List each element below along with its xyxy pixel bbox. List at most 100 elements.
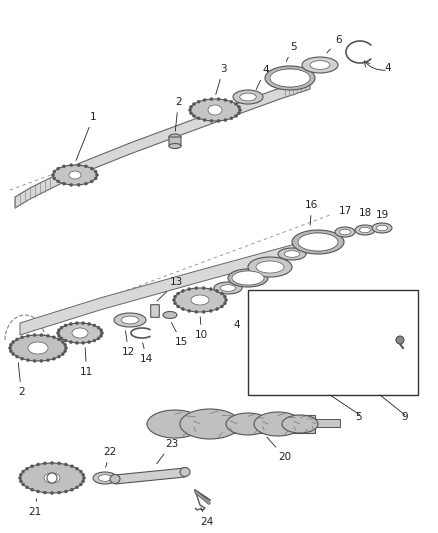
Circle shape — [385, 327, 388, 329]
Ellipse shape — [44, 473, 60, 483]
Circle shape — [190, 111, 193, 115]
Circle shape — [69, 341, 72, 344]
Circle shape — [21, 470, 25, 473]
Circle shape — [346, 329, 349, 333]
Circle shape — [82, 480, 85, 483]
Text: 4: 4 — [256, 65, 268, 90]
Text: 13: 13 — [157, 277, 183, 301]
Circle shape — [220, 305, 223, 308]
Text: 6: 6 — [327, 35, 342, 53]
Circle shape — [195, 287, 198, 289]
Circle shape — [64, 346, 67, 350]
Ellipse shape — [298, 233, 338, 251]
Circle shape — [15, 355, 18, 358]
Polygon shape — [20, 232, 330, 335]
Text: 24: 24 — [200, 507, 213, 527]
Text: 18: 18 — [358, 208, 371, 218]
Circle shape — [192, 102, 195, 106]
Text: 2: 2 — [18, 363, 25, 397]
Circle shape — [181, 289, 184, 293]
Circle shape — [203, 118, 206, 122]
Circle shape — [58, 491, 60, 494]
Circle shape — [40, 334, 43, 337]
Circle shape — [47, 473, 57, 483]
Ellipse shape — [267, 327, 323, 353]
Circle shape — [225, 298, 227, 302]
Circle shape — [37, 490, 39, 493]
Circle shape — [237, 106, 240, 108]
Circle shape — [197, 100, 200, 103]
Circle shape — [364, 313, 367, 317]
Circle shape — [19, 473, 22, 476]
Ellipse shape — [256, 261, 284, 273]
Text: 12: 12 — [122, 331, 135, 357]
Circle shape — [81, 342, 85, 344]
Text: 6: 6 — [264, 303, 270, 313]
Text: 1: 1 — [76, 112, 97, 160]
Circle shape — [64, 324, 67, 327]
Text: 2: 2 — [175, 97, 182, 131]
Circle shape — [203, 99, 206, 101]
Circle shape — [57, 329, 60, 332]
Circle shape — [381, 329, 384, 333]
Circle shape — [58, 462, 60, 465]
Circle shape — [224, 99, 227, 101]
Circle shape — [15, 338, 18, 341]
Circle shape — [224, 118, 227, 122]
Circle shape — [60, 337, 63, 340]
Circle shape — [64, 343, 67, 346]
Text: 22: 22 — [103, 447, 116, 467]
Circle shape — [190, 106, 193, 108]
Text: 15: 15 — [171, 322, 188, 347]
Ellipse shape — [335, 227, 355, 237]
Circle shape — [343, 320, 346, 324]
Ellipse shape — [240, 93, 256, 101]
Circle shape — [209, 310, 212, 312]
Circle shape — [64, 339, 67, 342]
Text: 11: 11 — [80, 348, 93, 377]
Circle shape — [237, 111, 240, 115]
Circle shape — [97, 326, 100, 329]
Circle shape — [376, 316, 379, 318]
Circle shape — [215, 308, 219, 311]
Ellipse shape — [163, 311, 177, 319]
Bar — [155, 419, 165, 427]
Circle shape — [63, 182, 66, 185]
Circle shape — [27, 359, 30, 362]
Circle shape — [53, 170, 56, 173]
Ellipse shape — [220, 285, 236, 292]
Circle shape — [53, 177, 56, 180]
Text: 9: 9 — [402, 412, 408, 422]
Circle shape — [53, 357, 55, 360]
Circle shape — [18, 477, 21, 480]
Circle shape — [234, 115, 237, 117]
Ellipse shape — [169, 143, 181, 149]
Circle shape — [75, 321, 78, 325]
Text: 3: 3 — [216, 64, 226, 94]
Text: 10: 10 — [195, 317, 208, 340]
Bar — [315, 419, 340, 427]
Circle shape — [27, 334, 30, 337]
Circle shape — [173, 298, 176, 302]
Circle shape — [343, 327, 346, 329]
Circle shape — [202, 310, 205, 313]
Ellipse shape — [69, 171, 81, 179]
Ellipse shape — [299, 233, 338, 251]
Ellipse shape — [355, 225, 375, 235]
Circle shape — [46, 334, 49, 337]
Circle shape — [8, 346, 11, 350]
Ellipse shape — [360, 227, 371, 233]
Circle shape — [31, 465, 34, 468]
Circle shape — [71, 465, 74, 468]
Circle shape — [52, 174, 54, 176]
Circle shape — [57, 355, 60, 358]
Ellipse shape — [121, 316, 139, 324]
Ellipse shape — [339, 229, 350, 235]
Ellipse shape — [28, 342, 48, 354]
Polygon shape — [115, 468, 185, 484]
Ellipse shape — [278, 248, 306, 260]
Ellipse shape — [93, 472, 117, 484]
Circle shape — [220, 292, 223, 295]
Circle shape — [43, 462, 46, 465]
Circle shape — [97, 337, 100, 340]
